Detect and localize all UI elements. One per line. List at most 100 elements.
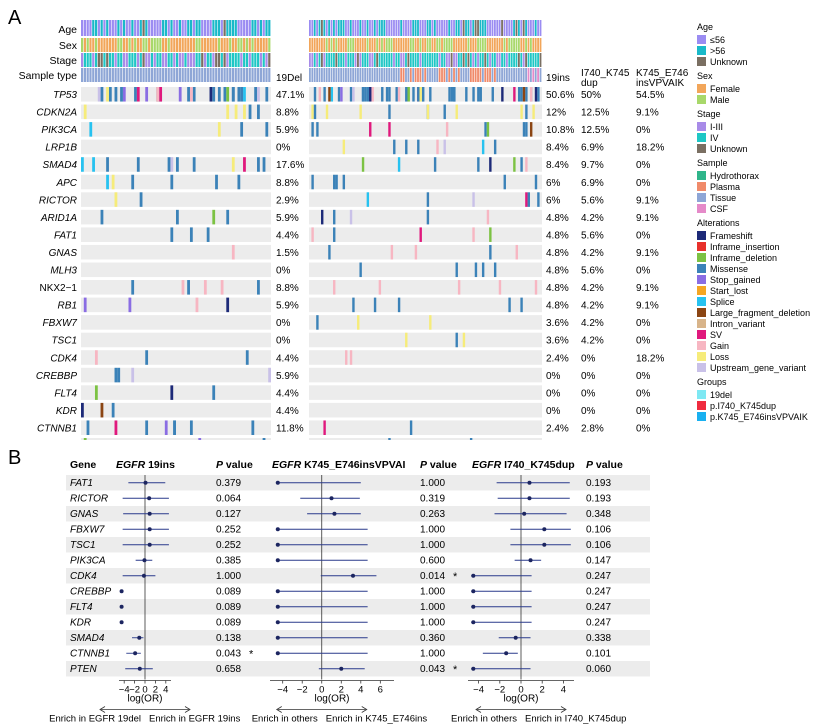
stage-cell bbox=[385, 53, 388, 67]
stage-cell bbox=[501, 53, 503, 67]
alteration-mark bbox=[443, 104, 446, 120]
gene-row-bg bbox=[309, 280, 542, 295]
gene-label: FAT1 bbox=[54, 230, 77, 241]
point-estimate bbox=[275, 480, 280, 485]
sex-cell bbox=[134, 38, 137, 52]
sample-type-cell bbox=[472, 68, 475, 82]
sample-type-cell bbox=[436, 68, 439, 82]
point-estimate bbox=[119, 620, 124, 625]
alteration-mark bbox=[385, 87, 389, 102]
sex-cell bbox=[159, 38, 162, 52]
sample-type-cell bbox=[340, 68, 343, 82]
stage-cell bbox=[503, 53, 506, 67]
sex-cell bbox=[445, 38, 448, 52]
stage-cell bbox=[81, 53, 84, 67]
gene-name: TSC1 bbox=[70, 540, 96, 551]
stage-cell bbox=[457, 53, 460, 67]
pct-19ins: 0% bbox=[546, 371, 561, 382]
p-value: 0.089 bbox=[216, 618, 241, 629]
sample-type-cell bbox=[173, 68, 176, 82]
alteration-mark bbox=[405, 87, 408, 102]
sample-type-cell bbox=[345, 68, 347, 82]
age-cell bbox=[120, 20, 123, 36]
sample-type-cell bbox=[120, 68, 123, 82]
legend-swatch bbox=[697, 84, 706, 93]
gene-name: CTNNB1 bbox=[70, 649, 110, 660]
sample-type-cell bbox=[139, 68, 142, 82]
stage-cell bbox=[349, 53, 352, 67]
age-cell bbox=[424, 20, 427, 36]
sample-type-cell bbox=[397, 68, 400, 82]
track-label-sex: Sex bbox=[59, 40, 78, 52]
age-cell bbox=[325, 20, 328, 36]
pct-19del: 4.4% bbox=[276, 230, 299, 241]
alteration-mark bbox=[106, 157, 109, 172]
alteration-mark bbox=[226, 297, 230, 313]
p-value: 0.060 bbox=[586, 664, 611, 675]
age-cell bbox=[361, 20, 364, 36]
p-value: 0.043 bbox=[420, 664, 445, 675]
age-cell bbox=[209, 20, 212, 36]
age-cell bbox=[462, 20, 465, 36]
sample-type-cell bbox=[309, 68, 311, 82]
point-estimate bbox=[275, 604, 280, 609]
legend-item: CSF bbox=[710, 204, 729, 214]
stage-cell bbox=[156, 53, 159, 67]
sample-type-cell bbox=[248, 68, 251, 82]
age-cell bbox=[395, 20, 398, 36]
sample-type-cell bbox=[209, 68, 212, 82]
group-header-i740-2: dup bbox=[581, 78, 598, 89]
stage-cell bbox=[89, 53, 92, 67]
stage-cell bbox=[231, 53, 235, 67]
stage-cell bbox=[108, 53, 112, 67]
alteration-mark bbox=[457, 280, 461, 295]
sample-type-cell bbox=[240, 68, 243, 82]
alteration-mark bbox=[100, 209, 104, 225]
sex-cell bbox=[206, 38, 209, 52]
pct-19del: 17.6% bbox=[276, 160, 304, 171]
sample-type-cell bbox=[206, 68, 209, 82]
sample-type-cell bbox=[134, 68, 137, 82]
legend-item: >56 bbox=[710, 46, 725, 56]
sample-type-cell bbox=[376, 68, 379, 82]
point-estimate bbox=[471, 573, 476, 578]
alteration-mark bbox=[501, 87, 504, 102]
forest-title: EGFR 19ins bbox=[116, 459, 175, 471]
stage-cell bbox=[136, 53, 140, 67]
sample-type-cell bbox=[131, 68, 134, 82]
sex-cell bbox=[371, 38, 374, 52]
age-cell bbox=[259, 20, 263, 36]
alteration-mark bbox=[333, 227, 336, 242]
alteration-mark bbox=[359, 104, 362, 120]
alteration-mark bbox=[170, 157, 174, 172]
age-cell bbox=[142, 20, 145, 36]
age-cell bbox=[450, 20, 453, 36]
age-cell bbox=[445, 20, 448, 36]
alteration-mark bbox=[128, 297, 132, 313]
alteration-mark bbox=[212, 385, 216, 400]
sex-cell bbox=[419, 38, 422, 52]
sex-cell bbox=[203, 38, 207, 52]
point-estimate bbox=[471, 604, 476, 609]
x-tick-label: 2 bbox=[153, 685, 158, 696]
age-cell bbox=[111, 20, 114, 36]
stage-cell bbox=[122, 53, 126, 67]
gene-row-bg bbox=[81, 297, 271, 313]
legend-swatch bbox=[697, 35, 706, 44]
alteration-mark bbox=[409, 420, 413, 435]
stage-cell bbox=[378, 53, 381, 67]
forest-title-gene: EGFR bbox=[472, 459, 502, 471]
alteration-mark bbox=[328, 244, 331, 260]
stage-cell bbox=[383, 53, 386, 67]
sex-cell bbox=[309, 38, 311, 52]
group-header-k745-2: insVPVAIK bbox=[636, 78, 684, 89]
stage-cell bbox=[325, 53, 328, 67]
sex-cell bbox=[122, 38, 126, 52]
legend-item: Start_lost bbox=[710, 286, 749, 296]
age-cell bbox=[176, 20, 179, 36]
sample-type-cell bbox=[347, 68, 350, 82]
alteration-mark bbox=[349, 209, 353, 225]
age-cell bbox=[92, 20, 95, 36]
sample-type-cell bbox=[457, 68, 460, 82]
sample-type-cell bbox=[424, 68, 427, 82]
